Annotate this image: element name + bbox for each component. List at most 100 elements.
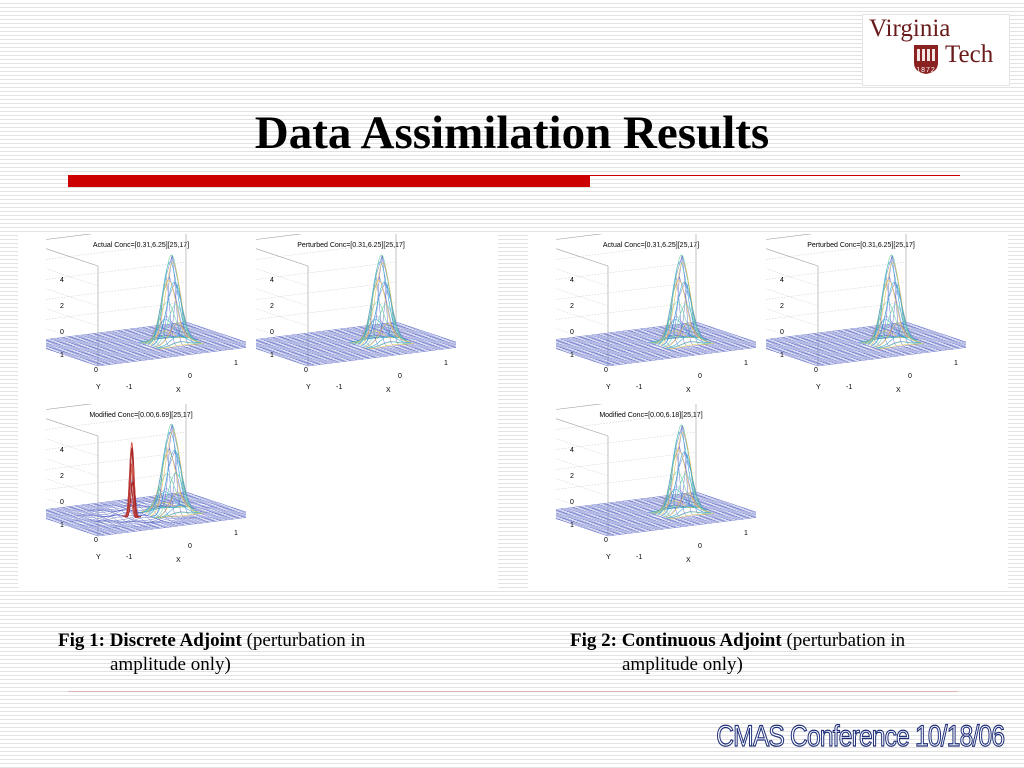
y-tick-label: 0: [94, 537, 98, 544]
z-tick-label: 2: [270, 303, 274, 310]
x-axis-label: X: [386, 387, 391, 394]
y-tick-label: 1: [570, 522, 574, 529]
mesh-lines: [46, 424, 246, 537]
surface-mesh: [556, 234, 756, 367]
x-tick-label: 0: [398, 373, 402, 380]
y-axis-label: Y: [606, 384, 611, 391]
peak-lines: [858, 254, 924, 350]
x-tick-label: 1: [744, 360, 748, 367]
z-tick-label: 0: [570, 329, 574, 336]
y-axis-label: Y: [606, 554, 611, 561]
z-tick-label: 2: [780, 303, 784, 310]
surface-mesh: [766, 234, 966, 367]
mesh-lines: [46, 255, 246, 367]
figure-2-caption: Fig 2: Continuous Adjoint (perturbation …: [570, 629, 1000, 677]
plot-title: Perturbed Conc=[0.31,6.25][25,17]: [297, 242, 405, 249]
caption-line2: amplitude only): [622, 654, 743, 675]
y-tick-label: 1: [780, 352, 784, 359]
y-axis-label: Y: [96, 384, 101, 391]
z-tick-label: 0: [60, 329, 64, 336]
grid-lines: [766, 241, 907, 347]
surface-mesh: [256, 234, 456, 367]
figure-2-panel: Actual Conc=[0.31,6.25][25,17] 4 2 0 1 0 Y -1 0…: [528, 232, 1008, 589]
x-tick-label: 1: [954, 360, 958, 367]
y-tick-label: 1: [60, 352, 64, 359]
x-axis-label: X: [686, 557, 691, 564]
caption-rest: (perturbation in: [241, 630, 366, 651]
y-tick-label: 0: [604, 537, 608, 544]
x-tick-label: 1: [444, 360, 448, 367]
plot-title: Modified Conc=[0.00,6.69][25,17]: [89, 412, 193, 419]
z-tick-label: 4: [570, 277, 574, 284]
shield-icon: [914, 45, 938, 74]
z-tick-label: 0: [60, 499, 64, 506]
peak-lines: [648, 254, 714, 350]
y-tick-label: 0: [94, 367, 98, 374]
logo-year: 1872: [916, 67, 936, 74]
caption-rest: (perturbation in: [781, 630, 906, 651]
z-tick-label: 4: [60, 277, 64, 284]
grid-lines: [46, 241, 187, 347]
peak-lines: [138, 423, 204, 519]
surface-plot: Actual Conc=[0.31,6.25][25,17] 4 2 0 1 0 Y -1 0…: [46, 234, 246, 394]
grid-lines: [556, 411, 697, 517]
x-tick-label: 1: [234, 530, 238, 537]
z-tick-label: 4: [270, 277, 274, 284]
figure-1-panel: Actual Conc=[0.31,6.25][25,17] 4 2 0 1 0 Y -1 0…: [18, 232, 498, 589]
x-tick-label: -1: [336, 384, 343, 391]
z-tick-label: 0: [570, 499, 574, 506]
x-tick-label: 1: [744, 530, 748, 537]
peak-lines: [138, 254, 204, 350]
spike-lines: [122, 442, 142, 519]
x-axis-label: X: [176, 387, 181, 394]
caption-lead: Fig 1: Discrete Adjoint: [58, 630, 242, 651]
grid-lines: [556, 241, 697, 347]
page-title: Data Assimilation Results: [254, 107, 770, 159]
y-axis-label: Y: [306, 384, 311, 391]
z-tick-label: 4: [780, 277, 784, 284]
figure-1-caption: Fig 1: Discrete Adjoint (perturbation in…: [58, 629, 488, 677]
surface-plot: Perturbed Conc=[0.31,6.25][25,17] 4 2 0 1 0 Y…: [256, 234, 456, 394]
x-tick-label: 0: [188, 373, 192, 380]
mesh-lines: [256, 255, 456, 367]
x-tick-label: -1: [636, 384, 643, 391]
mesh-lines: [556, 425, 756, 537]
logo-word-tech: Tech: [945, 41, 994, 68]
caption-lead: Fig 2: Continuous Adjoint: [570, 630, 782, 651]
peak-lines: [348, 254, 414, 350]
y-tick-label: 0: [604, 367, 608, 374]
z-tick-label: 2: [60, 473, 64, 480]
caption-line2: amplitude only): [110, 654, 231, 675]
z-tick-label: 2: [60, 303, 64, 310]
surface-mesh: [46, 234, 246, 367]
y-tick-label: 1: [570, 352, 574, 359]
x-tick-label: 0: [698, 373, 702, 380]
mesh-lines: [766, 255, 966, 367]
mesh-lines: [556, 255, 756, 367]
surface-plot: Modified Conc=[0.00,6.69][25,17] 4 2 0 1 0 Y -…: [46, 404, 246, 564]
logo-word-virginia: Virginia: [869, 15, 951, 42]
x-tick-label: 0: [698, 543, 702, 550]
z-tick-label: 4: [60, 447, 64, 454]
z-tick-label: 0: [780, 329, 784, 336]
x-tick-label: -1: [126, 554, 133, 561]
x-tick-label: -1: [636, 554, 643, 561]
grid-lines: [46, 411, 187, 517]
y-tick-label: 1: [270, 352, 274, 359]
footer-divider: [68, 691, 958, 692]
z-tick-label: 2: [570, 303, 574, 310]
surface-mesh: [556, 404, 756, 537]
plot-title: Actual Conc=[0.31,6.25][25,17]: [92, 242, 190, 249]
z-tick-label: 0: [270, 329, 274, 336]
peak-lines: [648, 424, 714, 520]
y-tick-label: 0: [814, 367, 818, 374]
y-tick-label: 0: [304, 367, 308, 374]
grid-lines: [256, 241, 397, 347]
virginia-tech-logo: Virginia 1872 Tech: [862, 14, 1010, 86]
conference-footer: CMAS Conference 10/18/06: [715, 719, 1005, 753]
surface-mesh: [46, 404, 246, 537]
x-tick-label: -1: [846, 384, 853, 391]
plot-title: Perturbed Conc=[0.31,6.25][25,17]: [807, 242, 915, 249]
title-underline-thick: [68, 175, 590, 187]
plot-title: Actual Conc=[0.31,6.25][25,17]: [602, 242, 700, 249]
